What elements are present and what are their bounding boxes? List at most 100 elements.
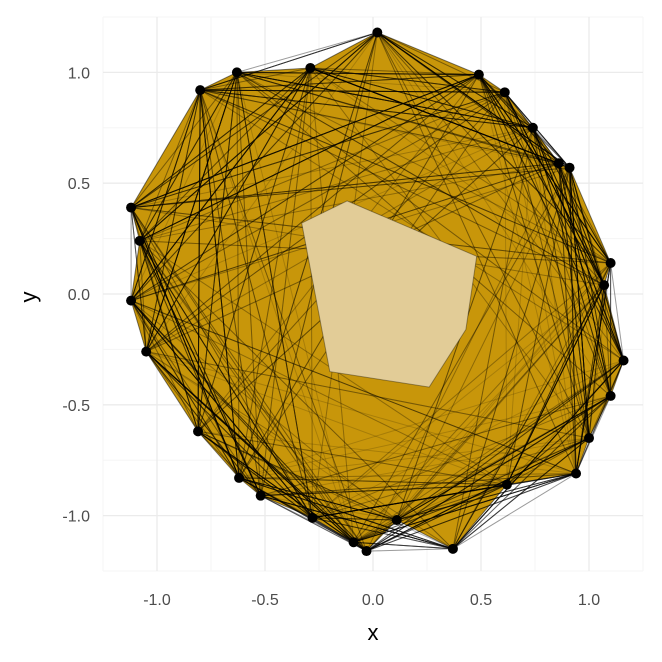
edge-line [377, 32, 534, 129]
edge-line [260, 67, 311, 496]
edge-line [130, 67, 311, 208]
edge-line [197, 430, 508, 486]
edge-line [478, 74, 590, 439]
edge-line [504, 92, 605, 286]
edge-line [130, 207, 262, 496]
edge-line [139, 240, 199, 432]
edge-line [396, 284, 605, 521]
data-point [599, 280, 610, 291]
edge-line [478, 74, 612, 264]
edge-line [558, 163, 605, 286]
edge-line [260, 472, 577, 497]
data-point [584, 433, 594, 444]
edge-line [139, 72, 238, 242]
edge-line [239, 472, 577, 479]
edge-line [353, 262, 611, 543]
edge-line [131, 162, 559, 209]
edge-line [145, 74, 480, 353]
edge-line [376, 32, 624, 361]
edge-line [238, 477, 454, 550]
edge-line [130, 300, 577, 474]
edge-line [569, 167, 625, 361]
edge-line [478, 74, 625, 361]
edge-line [506, 167, 571, 485]
edge-line [139, 127, 533, 242]
edge-line [236, 72, 314, 518]
edge-line [310, 67, 559, 164]
edge-line [236, 71, 605, 286]
data-point [126, 202, 137, 213]
edge-line [452, 437, 590, 550]
edge-line [130, 207, 147, 352]
edge-line [236, 72, 314, 518]
edge-line [377, 32, 570, 169]
edge-line [139, 74, 480, 242]
edge-line [366, 262, 611, 552]
edge-line [353, 167, 570, 543]
edge-line [504, 92, 590, 439]
edge-line [199, 89, 367, 552]
y-axis-title: y [16, 292, 41, 303]
edge-line [197, 72, 238, 432]
edge-line [260, 395, 611, 497]
edge-line [145, 67, 311, 352]
edge-line [478, 74, 612, 397]
edge-line [396, 167, 571, 521]
edge-line [130, 300, 508, 486]
data-point [126, 295, 137, 306]
edge-line [310, 67, 505, 93]
edge-line [139, 240, 454, 550]
edge-line [236, 71, 479, 76]
edge-polygon [130, 31, 625, 543]
inner-polygon [301, 200, 478, 388]
edge-line [145, 351, 354, 543]
data-point [564, 162, 575, 173]
edge-line [558, 163, 590, 439]
edge-line [145, 90, 201, 352]
edge-line [146, 351, 577, 474]
edge-line [145, 72, 238, 352]
edge-line [377, 32, 570, 169]
edge-line [145, 351, 454, 550]
edge-line [199, 89, 624, 361]
edge-line [139, 127, 533, 242]
edge-line [236, 72, 314, 518]
edge-line [366, 473, 577, 552]
edge-line [199, 90, 314, 518]
edge-line [312, 517, 397, 521]
edge-line [239, 472, 577, 479]
edge-line [236, 72, 314, 518]
edge-line [506, 284, 605, 485]
edge-line [238, 477, 367, 552]
edge-line [452, 437, 590, 550]
edge-line [504, 92, 508, 485]
edge-line [377, 32, 560, 164]
edge-line [504, 92, 625, 361]
edge-line [504, 92, 605, 286]
edge-line [236, 72, 262, 496]
data-point [605, 257, 616, 268]
edge-line [236, 71, 624, 361]
edge-line [376, 32, 605, 286]
edge-line [532, 127, 612, 264]
edge-line [200, 32, 378, 91]
edge-line [532, 127, 605, 286]
edge-line [236, 71, 479, 76]
edge-line [139, 240, 454, 550]
edge-line [353, 167, 570, 543]
edge-line [197, 72, 238, 432]
edge-polygon [145, 74, 612, 550]
edge-line [569, 167, 590, 439]
x-axis-title: x [368, 620, 379, 645]
edge-line [139, 91, 505, 242]
edge-line [478, 74, 560, 164]
edge-line [312, 484, 508, 519]
edge-line [310, 67, 533, 129]
edge-line [376, 32, 612, 397]
data-point [193, 426, 204, 437]
edge-line [588, 285, 605, 439]
edge-line [260, 67, 311, 496]
edge-line [310, 67, 570, 169]
edge-line [558, 163, 605, 286]
edge-line [197, 67, 311, 432]
